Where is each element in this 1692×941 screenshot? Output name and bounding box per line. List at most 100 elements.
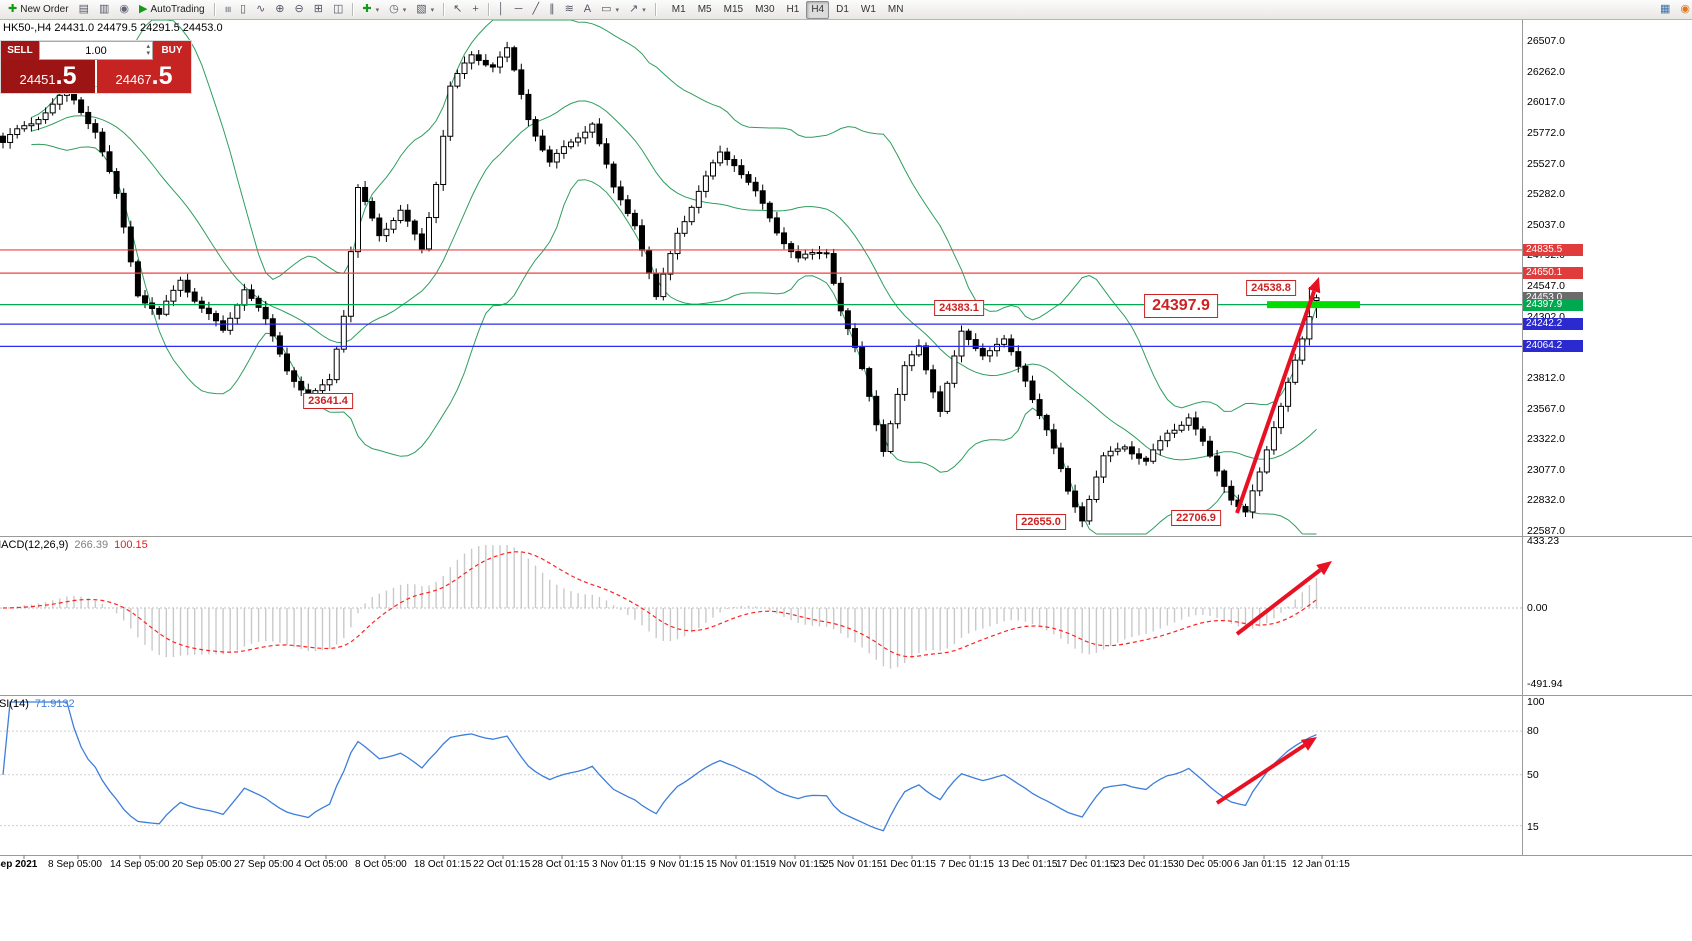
- line-chart-icon: ∿: [256, 3, 266, 15]
- horizontal-line-button[interactable]: ─: [511, 1, 527, 19]
- candlestick-chart-icon: ▯: [240, 3, 247, 15]
- rsi-axis-label: 100: [1527, 696, 1545, 708]
- new-order-button[interactable]: ✚ New Order: [4, 1, 73, 19]
- horizontal-line-icon: ─: [514, 3, 523, 15]
- price-callout[interactable]: 23641.4: [303, 393, 353, 409]
- buy-price-main: 24467: [115, 72, 152, 87]
- timeframe-h1-button[interactable]: H1: [786, 4, 800, 15]
- price-axis-label: 23077.0: [1527, 463, 1565, 476]
- bar-chart-icon: ≡: [221, 6, 234, 13]
- trendline-button[interactable]: ╱: [528, 1, 543, 19]
- timeframe-d1-button[interactable]: D1: [836, 4, 849, 15]
- time-axis-label: 7 Dec 01:15: [940, 859, 994, 870]
- autotrading-label: AutoTrading: [150, 4, 205, 15]
- indicators-button[interactable]: ✚ ▾: [358, 1, 383, 19]
- volume-field[interactable]: 1.00 ▴ ▾: [39, 41, 153, 60]
- timeframe-w1-button[interactable]: W1: [860, 4, 876, 15]
- new-chart-button[interactable]: ◫: [329, 1, 347, 19]
- tile-windows-button[interactable]: ⊞: [310, 1, 327, 19]
- print-preview-button[interactable]: ▥: [95, 1, 113, 19]
- timeframe-m15-button[interactable]: M15: [723, 4, 744, 15]
- buy-price[interactable]: 24467.5: [97, 60, 191, 93]
- time-axis-label: 13 Dec 01:15: [998, 859, 1058, 870]
- cursor-button[interactable]: ↖: [449, 1, 466, 19]
- print-icon: ▤: [78, 3, 89, 15]
- candles: [0, 41, 1320, 528]
- line-chart-button[interactable]: ∿: [252, 1, 269, 19]
- buy-button[interactable]: BUY: [153, 41, 191, 60]
- horizontal-level-lines[interactable]: [0, 249, 1522, 347]
- price-callout[interactable]: 24397.9: [1144, 294, 1218, 318]
- price-axis-label: 23567.0: [1527, 402, 1565, 415]
- text-button[interactable]: A: [580, 1, 595, 19]
- bar-chart-button[interactable]: ≡: [220, 1, 234, 19]
- rsi-indicator: [0, 701, 1522, 832]
- channel-button[interactable]: ∥: [545, 1, 559, 19]
- time-axis-label: 19 Nov 01:15: [765, 859, 825, 870]
- timeframe-mn-button[interactable]: MN: [887, 4, 904, 15]
- timeframe-m1-button[interactable]: M1: [671, 4, 686, 15]
- vertical-line-icon: │: [497, 3, 505, 15]
- price-axis-label: 24547.0: [1527, 280, 1565, 292]
- price-tag: 24835.5: [1523, 243, 1583, 256]
- periods-button[interactable]: ◷ ▾: [385, 1, 410, 19]
- time-axis-label: 23 Dec 01:15: [1114, 859, 1174, 870]
- indicators-icon: ✚: [362, 3, 372, 15]
- price-axis-label: 25527.0: [1527, 157, 1565, 170]
- timeframe-m30-button[interactable]: M30: [755, 4, 775, 15]
- price-tag: 24650.1: [1523, 267, 1583, 280]
- macd-axis-label: 0.00: [1527, 602, 1548, 614]
- label-icon: ▭: [601, 3, 612, 15]
- cursor-icon: ↖: [453, 3, 463, 15]
- trend-arrows[interactable]: [1215, 277, 1332, 805]
- candlestick-chart-button[interactable]: ▯: [236, 1, 250, 19]
- zoom-in-button[interactable]: ⊕: [271, 1, 288, 19]
- fibonacci-icon: ≋: [564, 3, 574, 15]
- sell-price[interactable]: 24451.5: [1, 60, 95, 93]
- vertical-line-button[interactable]: │: [494, 1, 509, 19]
- price-callout[interactable]: 22706.9: [1171, 510, 1221, 526]
- bollinger-bands: [31, 19, 1317, 535]
- autotrading-button[interactable]: ▶ AutoTrading: [135, 1, 209, 19]
- volume-increase-button[interactable]: ▴: [146, 43, 150, 50]
- print-button[interactable]: ▤: [75, 1, 93, 19]
- time-axis-label: 12 Jan 01:15: [1292, 859, 1350, 870]
- time-axis-label: 1 Dec 01:15: [882, 859, 936, 870]
- price-callout[interactable]: 24383.1: [934, 300, 984, 316]
- price-axis-label: 26262.0: [1527, 65, 1565, 78]
- timeframe-m5-button[interactable]: M5: [697, 4, 712, 15]
- label-button[interactable]: ▭ ▾: [597, 1, 623, 19]
- volume-decrease-button[interactable]: ▾: [146, 50, 150, 57]
- alerts-button[interactable]: ◉: [1676, 1, 1692, 19]
- text-icon: A: [583, 3, 592, 15]
- rsi-axis-label: 15: [1527, 821, 1539, 833]
- time-axis-label: 6 Jan 01:15: [1234, 859, 1287, 870]
- time-axis-label: 17 Dec 01:15: [1056, 859, 1116, 870]
- toolbar-separator: [352, 3, 354, 16]
- zoom-in-icon: ⊕: [275, 3, 285, 15]
- crosshair-button[interactable]: +: [468, 1, 482, 19]
- buy-price-big-digits: .5: [151, 62, 173, 90]
- sell-button[interactable]: SELL: [1, 41, 39, 60]
- community-button[interactable]: ▦: [1656, 1, 1674, 19]
- sell-price-main: 24451: [19, 72, 56, 87]
- macd-main-value: 266.39: [74, 539, 109, 551]
- alert-icon: ◉: [1680, 3, 1690, 15]
- templates-button[interactable]: ▧ ▾: [412, 1, 438, 19]
- time-axis-label: 8 Oct 05:00: [355, 859, 407, 870]
- zoom-out-button[interactable]: ⊖: [291, 1, 308, 19]
- fibonacci-button[interactable]: ≋: [561, 1, 578, 19]
- record-button[interactable]: ◉: [115, 1, 133, 19]
- timeframe-h4-button[interactable]: H4: [806, 0, 830, 19]
- green-highlight-bar[interactable]: [1267, 301, 1360, 309]
- periods-clock-icon: ◷: [389, 3, 399, 15]
- time-axis-label: 30 Dec 05:00: [1173, 859, 1233, 870]
- price-tag: 24397.9: [1523, 298, 1583, 311]
- arrows-button[interactable]: ↗ ▾: [625, 1, 650, 19]
- time-axis-label: 28 Oct 01:15: [532, 859, 590, 870]
- price-tag: 24242.2: [1523, 318, 1583, 331]
- price-callout[interactable]: 22655.0: [1016, 514, 1066, 530]
- price-callout[interactable]: 24538.8: [1246, 280, 1296, 296]
- time-axis-label: 3 Nov 01:15: [592, 859, 646, 870]
